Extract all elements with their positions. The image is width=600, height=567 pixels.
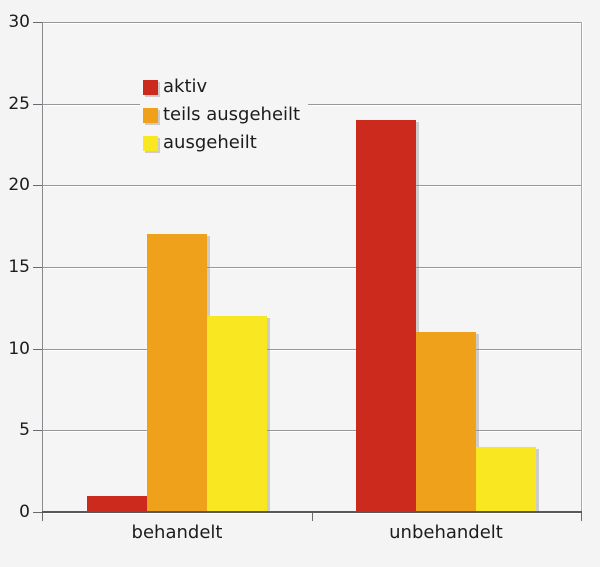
x-tick: [42, 513, 43, 521]
gridline: [42, 22, 581, 23]
y-axis-tick-label: 5: [19, 420, 30, 440]
bar-aktiv-unbehandelt: [356, 120, 416, 512]
plot-right-border: [581, 22, 582, 512]
x-tick: [581, 513, 582, 521]
legend-color-swatch-aktiv: [143, 79, 158, 95]
y-axis-tick-label: 0: [19, 502, 30, 522]
y-tick: [33, 104, 42, 105]
bar-ausgeheilt-unbehandelt: [476, 447, 536, 512]
gridline: [42, 104, 581, 105]
y-tick: [33, 512, 42, 513]
y-tick: [33, 185, 42, 186]
bar-ausgeheilt-behandelt: [207, 316, 267, 512]
legend: aktiv teils ausgeheilt ausgeheilt: [140, 71, 309, 159]
x-axis-category-label: unbehandelt: [389, 522, 503, 543]
x-axis-category-label: behandelt: [131, 522, 223, 543]
legend-label: teils ausgeheilt: [163, 104, 301, 125]
legend-item-teils-ausgeheilt: teils ausgeheilt: [143, 101, 300, 129]
bar-aktiv-behandelt: [87, 496, 147, 512]
y-tick: [33, 22, 42, 23]
legend-color-swatch-teils-ausgeheilt: [143, 107, 158, 123]
x-axis-baseline: [42, 511, 582, 513]
y-tick: [33, 267, 42, 268]
gridline: [42, 349, 581, 350]
legend-item-aktiv: aktiv: [143, 73, 300, 101]
legend-color-swatch-ausgeheilt: [143, 135, 158, 151]
legend-item-ausgeheilt: ausgeheilt: [143, 129, 300, 157]
y-axis-tick-label: 15: [8, 257, 30, 277]
legend-label: aktiv: [163, 76, 208, 97]
y-axis-tick-label: 30: [8, 12, 30, 32]
y-axis-tick-label: 10: [8, 339, 30, 359]
y-tick: [33, 349, 42, 350]
legend-label: ausgeheilt: [163, 132, 257, 153]
y-axis-line: [42, 22, 43, 512]
bar-teils-ausgeheilt-unbehandelt: [416, 332, 476, 512]
gridline: [42, 185, 581, 186]
bar-teils-ausgeheilt-behandelt: [147, 234, 207, 512]
y-axis-tick-label: 20: [8, 175, 30, 195]
y-axis-tick-label: 25: [8, 94, 30, 114]
gridline: [42, 430, 581, 431]
y-tick: [33, 430, 42, 431]
x-tick: [312, 513, 313, 521]
gridline: [42, 267, 581, 268]
